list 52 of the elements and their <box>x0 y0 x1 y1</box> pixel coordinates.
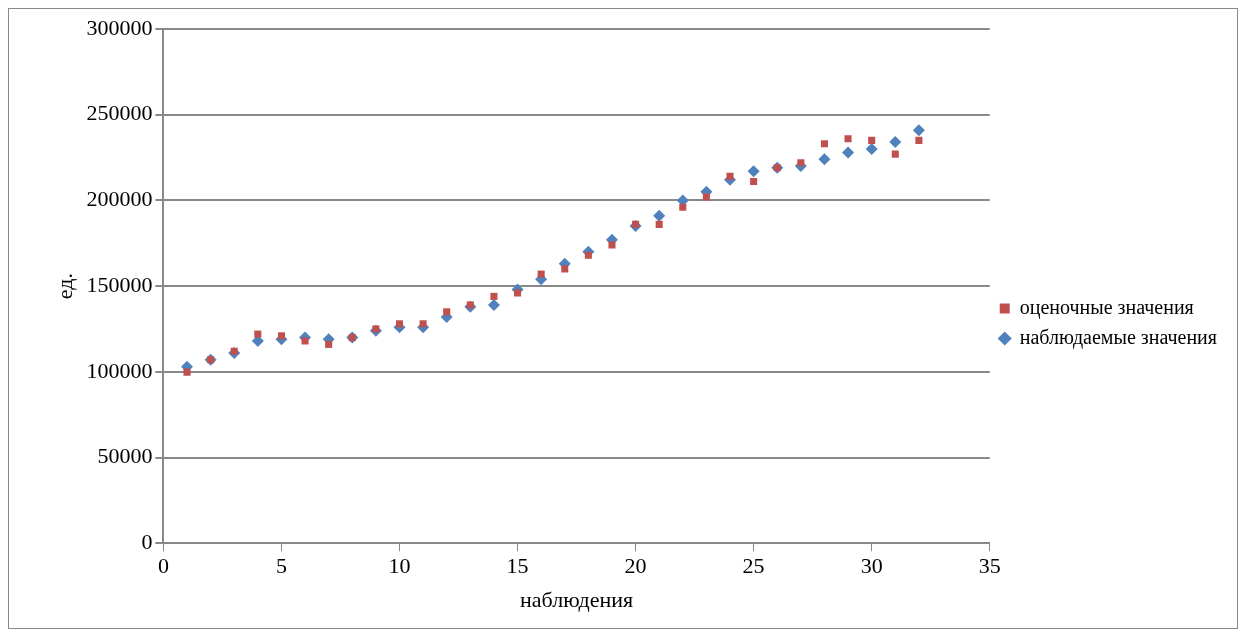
y-tick-label: 250000 <box>86 100 153 126</box>
y-tick-label: 50000 <box>97 443 153 469</box>
point <box>702 193 710 201</box>
point <box>818 153 831 166</box>
y-tick-label: 100000 <box>86 357 153 383</box>
legend-label: наблюдаемые значения <box>1019 325 1218 349</box>
point <box>487 298 500 311</box>
point <box>514 289 522 297</box>
point <box>868 136 876 144</box>
y-tick-label: 300000 <box>86 14 153 40</box>
x-tick-label: 5 <box>275 553 287 579</box>
point <box>655 220 663 228</box>
point <box>325 340 333 348</box>
point <box>915 136 923 144</box>
point <box>183 368 191 376</box>
x-tick-label: 30 <box>860 553 883 579</box>
point <box>419 320 427 328</box>
point <box>537 270 545 278</box>
point <box>608 241 616 249</box>
point <box>679 203 687 211</box>
x-tick-label: 0 <box>157 553 169 579</box>
point <box>254 330 262 338</box>
x-tick-label: 15 <box>506 553 529 579</box>
y-axis-title: ед. <box>51 273 77 300</box>
point <box>584 251 592 259</box>
point <box>750 178 758 186</box>
point <box>747 165 760 178</box>
x-tick-label: 25 <box>742 553 765 579</box>
point <box>844 135 852 143</box>
legend-label: оценочные значения <box>1019 295 1194 319</box>
point <box>277 332 285 340</box>
point <box>230 347 238 355</box>
point <box>889 136 902 149</box>
point <box>395 320 404 328</box>
x-tick-label: 35 <box>978 553 1001 579</box>
point <box>443 308 451 316</box>
point <box>912 124 925 137</box>
point <box>891 150 899 158</box>
point <box>653 209 666 222</box>
x-axis-title: наблюдения <box>520 586 634 612</box>
point <box>490 292 498 300</box>
point <box>842 146 855 159</box>
x-tick-label: 10 <box>388 553 411 579</box>
point <box>301 337 309 345</box>
y-tick-label: 0 <box>141 528 153 554</box>
point <box>797 159 805 167</box>
y-tick-label: 150000 <box>86 271 153 297</box>
point <box>820 140 828 148</box>
x-tick-label: 20 <box>624 553 647 579</box>
point <box>561 265 569 273</box>
point <box>726 172 734 180</box>
y-tick-label: 200000 <box>86 186 153 212</box>
